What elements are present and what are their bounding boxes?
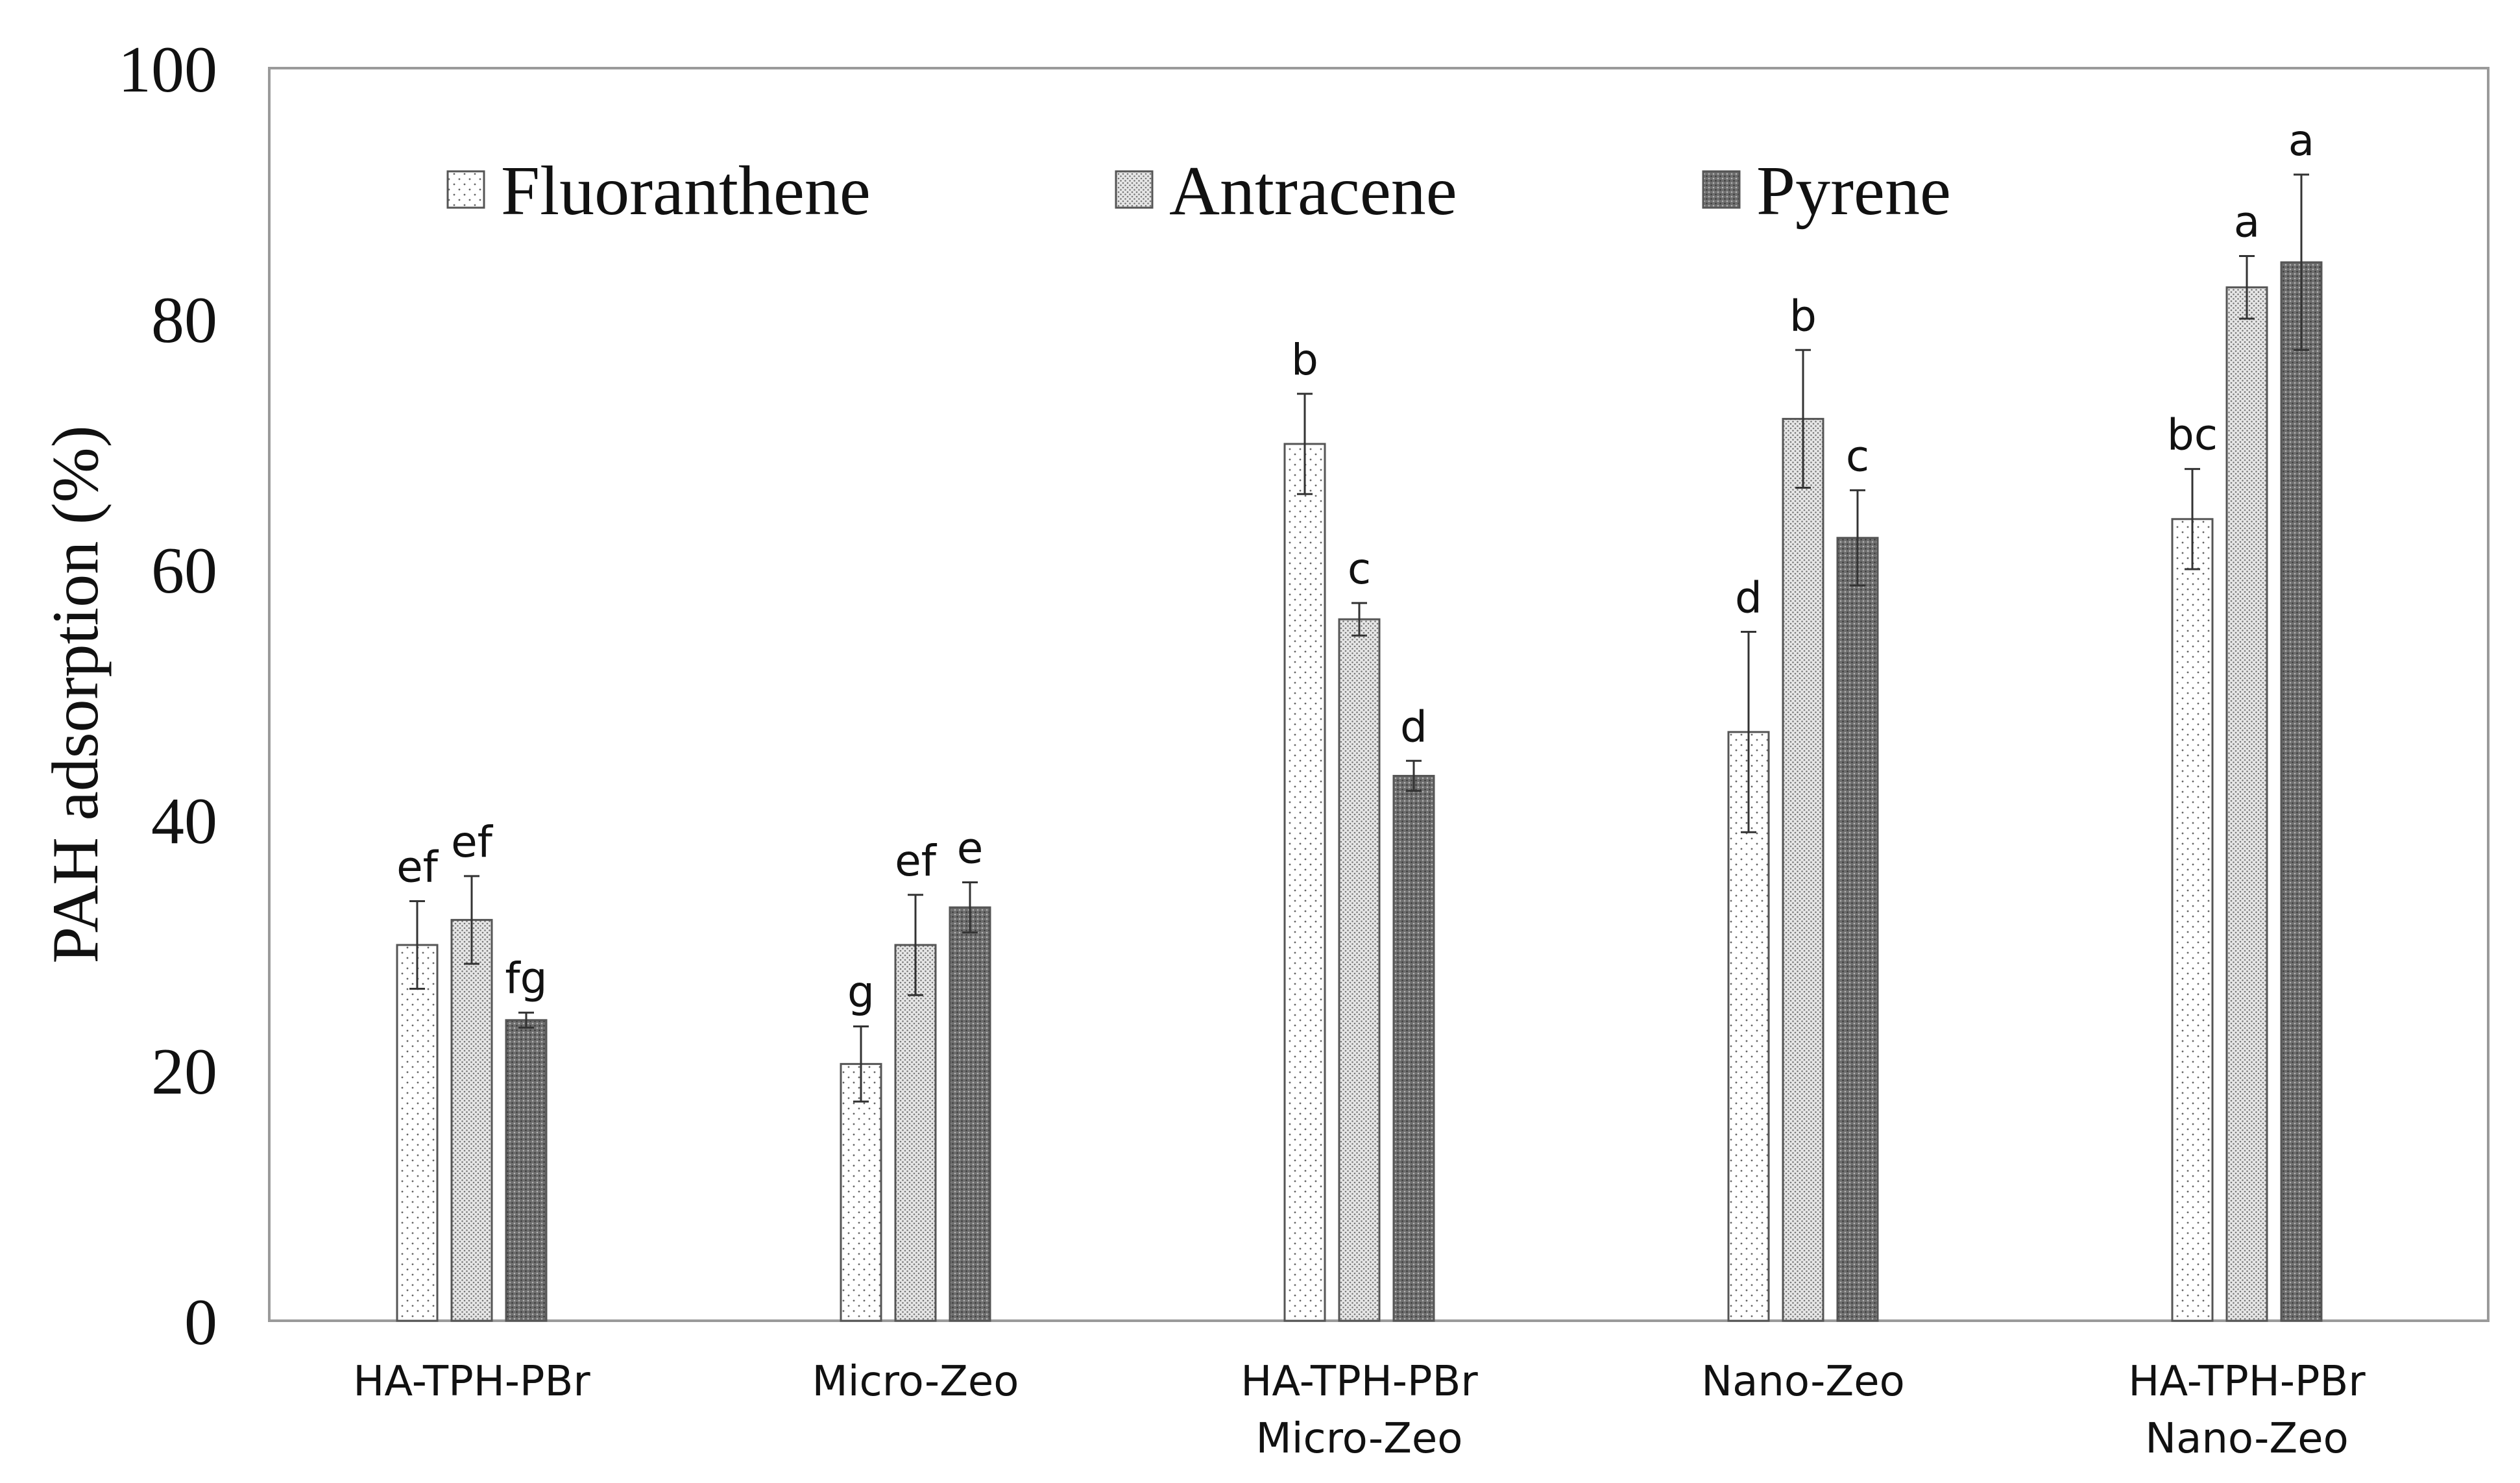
y-tick-label-20: 20 — [151, 1035, 217, 1109]
bar-antracene-0 — [450, 918, 493, 1322]
x-tick-label-2-line-0: HA-TPH-PBr — [1241, 1358, 1478, 1406]
significance-label-antracene-2: c — [1348, 544, 1371, 594]
bar-pyrene-4 — [2280, 261, 2323, 1322]
significance-label-antracene-0: ef — [451, 817, 494, 867]
significance-label-fluoranthene-3: d — [1735, 573, 1762, 623]
bar-antracene-3 — [1782, 417, 1824, 1322]
significance-label-fluoranthene-1: g — [847, 967, 875, 1017]
significance-label-pyrene-4: a — [2288, 116, 2314, 165]
bar-antracene-1 — [894, 944, 937, 1322]
significance-label-fluoranthene-0: ef — [396, 842, 439, 892]
legend-swatch-antracene — [1115, 170, 1154, 209]
bar-pyrene-1 — [949, 906, 991, 1322]
significance-label-pyrene-1: e — [957, 824, 984, 874]
x-axis-tick-labels: HA-TPH-PBr Micro-Zeo HA-TPH-PBr Micro-Zeo Na… — [353, 1358, 2366, 1463]
significance-label-fluoranthene-2: b — [1291, 335, 1318, 385]
bar-pyrene-0 — [505, 1019, 548, 1322]
bar-fluoranthene-4 — [2171, 518, 2214, 1322]
legend-label-fluoranthene: Fluoranthene — [501, 153, 871, 230]
legend-swatch-fluoranthene — [446, 170, 485, 209]
significance-label-pyrene-3: c — [1846, 431, 1869, 481]
legend-swatch-pyrene — [1702, 170, 1741, 209]
x-tick-label-1-line-0: Micro-Zeo — [812, 1358, 1019, 1406]
significance-label-antracene-1: ef — [895, 836, 938, 886]
y-tick-label-100: 100 — [118, 33, 217, 106]
bar-antracene-4 — [2225, 286, 2268, 1322]
significance-label-pyrene-0: fg — [505, 953, 547, 1003]
y-tick-label-80: 80 — [151, 284, 217, 357]
bar-fluoranthene-0 — [396, 944, 439, 1322]
legend: Fluoranthene Antracene Pyrene — [446, 153, 1951, 230]
y-tick-label-0: 0 — [184, 1286, 217, 1359]
bar-pyrene-3 — [1836, 537, 1879, 1322]
bar-antracene-2 — [1338, 618, 1381, 1322]
bar-fluoranthene-2 — [1283, 443, 1326, 1322]
bar-pyrene-2 — [1392, 774, 1435, 1322]
legend-label-antracene: Antracene — [1169, 153, 1457, 230]
y-axis-ticks: 0 20 40 60 80 100 — [118, 33, 217, 1359]
significance-label-fluoranthene-4: bc — [2167, 410, 2218, 460]
significance-label-antracene-4: a — [2234, 197, 2260, 247]
significance-label-antracene-3: b — [1789, 291, 1817, 341]
bars-layer — [396, 261, 2323, 1322]
x-tick-label-3-line-0: Nano-Zeo — [1701, 1358, 1904, 1406]
x-tick-label-0-line-0: HA-TPH-PBr — [353, 1358, 590, 1406]
y-axis-title: PAH adsorption (%) — [39, 425, 112, 963]
error-bars-layer — [409, 173, 2309, 1103]
x-tick-label-2-line-1: Micro-Zeo — [1256, 1415, 1463, 1463]
significance-label-pyrene-2: d — [1400, 702, 1427, 752]
legend-label-pyrene: Pyrene — [1756, 153, 1951, 230]
y-tick-label-40: 40 — [151, 785, 217, 858]
x-tick-label-4-line-0: HA-TPH-PBr — [2128, 1358, 2366, 1406]
y-tick-label-60: 60 — [151, 534, 217, 607]
x-tick-label-4-line-1: Nano-Zeo — [2145, 1415, 2348, 1463]
